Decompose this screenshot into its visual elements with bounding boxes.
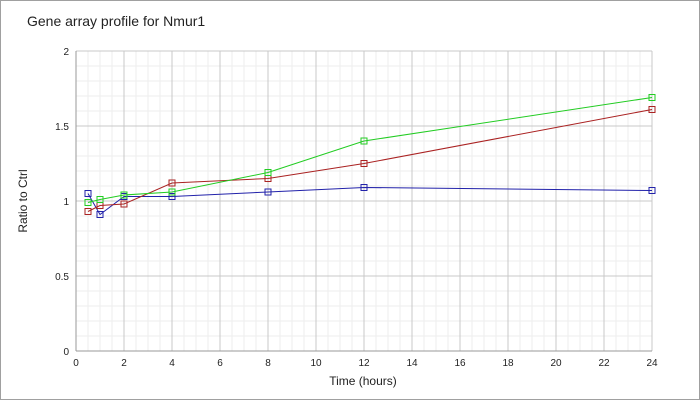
x-tick-label: 6 — [217, 358, 223, 369]
series-1 — [84, 184, 656, 218]
data-point — [120, 191, 128, 199]
y-tick-label: 1 — [63, 197, 69, 208]
x-tick-label: 12 — [358, 358, 370, 369]
data-point — [360, 160, 368, 167]
data-series — [84, 94, 656, 218]
data-point — [648, 106, 656, 113]
data-point — [84, 199, 92, 206]
x-tick-label: 22 — [598, 358, 610, 369]
data-point — [84, 208, 92, 215]
y-tick-label: 0 — [63, 347, 69, 358]
chart-title: Gene array profile for Nmur1 — [27, 13, 205, 29]
data-point — [96, 211, 104, 218]
data-point — [360, 184, 368, 191]
data-point — [648, 187, 656, 194]
x-tick-label: 2 — [121, 358, 127, 369]
y-axis-label: Ratio to Ctrl — [16, 169, 30, 232]
x-tick-label: 24 — [646, 358, 658, 369]
y-tick-label: 0.5 — [55, 272, 69, 283]
axes — [75, 51, 652, 352]
x-tick-label: 14 — [406, 358, 418, 369]
data-point — [168, 188, 176, 196]
data-point — [264, 169, 272, 176]
data-point — [120, 200, 128, 208]
x-tick-label: 8 — [265, 358, 271, 369]
data-point — [84, 190, 92, 197]
series-2 — [84, 106, 656, 215]
x-tick-label: 0 — [73, 358, 79, 369]
series-3 — [84, 94, 656, 206]
data-point — [264, 188, 272, 196]
x-tick-label: 4 — [169, 358, 175, 369]
x-axis-label: Time (hours) — [329, 374, 397, 388]
series-line — [87, 97, 653, 203]
x-tick-label: 20 — [550, 358, 562, 369]
data-point — [648, 94, 656, 101]
data-point — [96, 196, 104, 203]
series-line — [87, 186, 653, 216]
data-point — [168, 193, 176, 200]
series-line — [87, 109, 653, 212]
x-tick-label: 16 — [454, 358, 466, 369]
data-point — [168, 179, 176, 187]
x-tick-label: 18 — [502, 358, 514, 369]
data-point — [360, 137, 368, 145]
y-tick-label: 1.5 — [55, 122, 69, 133]
x-tick-label: 10 — [310, 358, 322, 369]
y-tick-label: 2 — [63, 47, 69, 58]
